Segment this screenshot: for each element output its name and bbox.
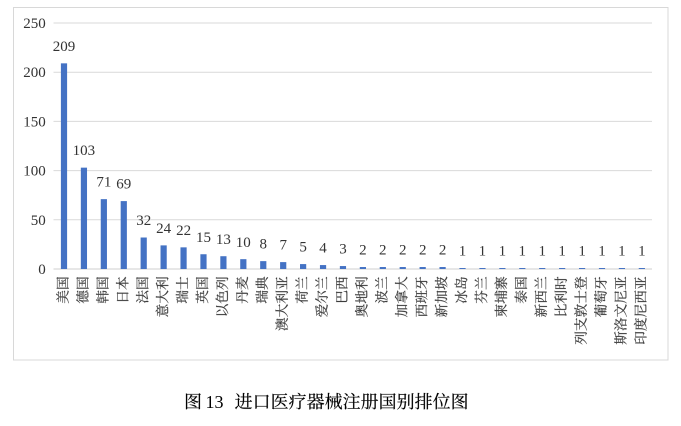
svg-text:1: 1 bbox=[459, 244, 467, 260]
svg-text:1: 1 bbox=[558, 244, 566, 260]
svg-text:1: 1 bbox=[538, 244, 546, 260]
svg-text:2: 2 bbox=[379, 243, 387, 259]
svg-text:200: 200 bbox=[23, 65, 46, 81]
svg-text:7: 7 bbox=[279, 238, 287, 254]
svg-text:1: 1 bbox=[519, 244, 527, 260]
svg-text:103: 103 bbox=[73, 143, 96, 159]
svg-text:71: 71 bbox=[96, 175, 111, 191]
svg-text:2: 2 bbox=[359, 243, 367, 259]
svg-text:150: 150 bbox=[23, 114, 46, 130]
svg-text:15: 15 bbox=[196, 230, 211, 246]
svg-text:1: 1 bbox=[638, 244, 646, 260]
svg-text:209: 209 bbox=[53, 39, 76, 55]
svg-text:1: 1 bbox=[499, 244, 507, 260]
svg-text:50: 50 bbox=[31, 213, 46, 229]
svg-text:1: 1 bbox=[618, 244, 626, 260]
svg-text:0: 0 bbox=[38, 262, 46, 278]
svg-text:100: 100 bbox=[23, 164, 46, 180]
svg-text:5: 5 bbox=[299, 240, 307, 256]
svg-text:2: 2 bbox=[439, 243, 447, 259]
svg-text:32: 32 bbox=[136, 213, 151, 229]
svg-text:13: 13 bbox=[206, 392, 224, 412]
svg-text:24: 24 bbox=[156, 221, 172, 237]
svg-text:2: 2 bbox=[399, 243, 407, 259]
svg-text:22: 22 bbox=[176, 223, 191, 239]
svg-text:4: 4 bbox=[319, 241, 327, 257]
svg-text:2: 2 bbox=[419, 243, 427, 259]
svg-text:3: 3 bbox=[339, 242, 347, 258]
svg-text:69: 69 bbox=[116, 177, 131, 193]
svg-text:8: 8 bbox=[260, 237, 268, 253]
svg-text:10: 10 bbox=[236, 235, 251, 251]
svg-text:13: 13 bbox=[216, 232, 231, 248]
svg-text:1: 1 bbox=[479, 244, 487, 260]
svg-text:1: 1 bbox=[578, 244, 586, 260]
svg-text:1: 1 bbox=[598, 244, 606, 260]
svg-text:250: 250 bbox=[23, 16, 46, 32]
